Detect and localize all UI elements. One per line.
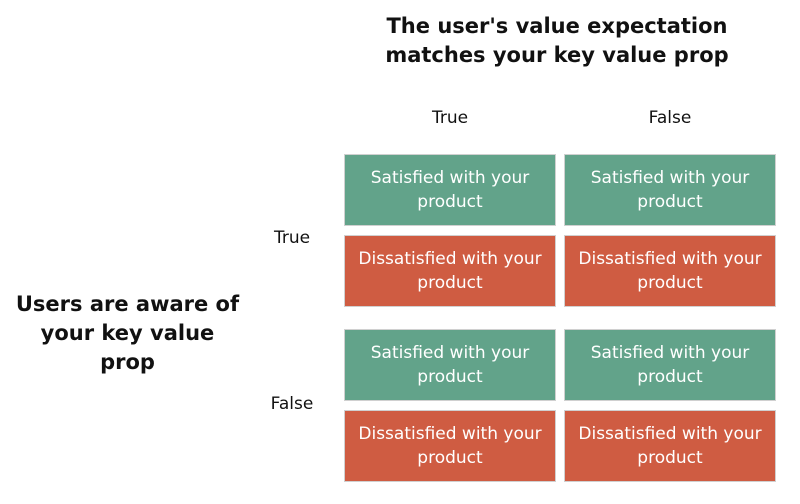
cell-true-true-satisfied: Satisfied with your product [344, 154, 556, 226]
column-label-false: False [648, 108, 692, 128]
cell-true-false-satisfied: Satisfied with your product [564, 154, 776, 226]
row-label-true: True [273, 228, 311, 248]
row-axis-title: Users are aware of your key value prop [15, 292, 240, 374]
cell-false-false-dissatisfied: Dissatisfied with your product [564, 410, 776, 482]
cell-false-false-satisfied: Satisfied with your product [564, 329, 776, 401]
cell-true-false-dissatisfied: Dissatisfied with your product [564, 235, 776, 307]
column-label-true: True [431, 108, 469, 128]
cell-false-true-dissatisfied: Dissatisfied with your product [344, 410, 556, 482]
cell-true-true-dissatisfied: Dissatisfied with your product [344, 235, 556, 307]
row-label-false: False [270, 394, 314, 414]
cell-false-true-satisfied: Satisfied with your product [344, 329, 556, 401]
column-axis-title: The user's value expectation matches you… [385, 14, 729, 67]
